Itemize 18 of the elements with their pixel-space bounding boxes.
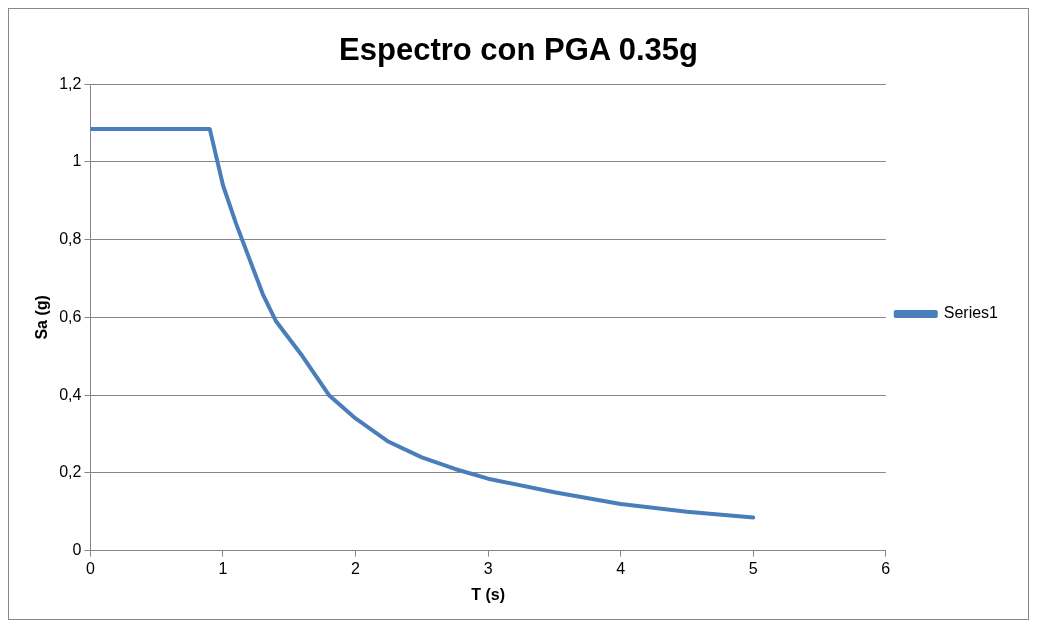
x-tick-label: 4 bbox=[616, 559, 626, 577]
y-tick-label: 0 bbox=[72, 541, 82, 559]
chart-title: Espectro con PGA 0.35g bbox=[339, 32, 698, 68]
y-tick-label: 0,8 bbox=[59, 230, 82, 248]
x-tick-label: 1 bbox=[218, 559, 228, 577]
y-tick-label: 0,4 bbox=[59, 385, 82, 403]
x-tick-label: 5 bbox=[748, 559, 758, 577]
y-tick-label: 0,6 bbox=[59, 307, 82, 325]
x-tick-label: 0 bbox=[85, 559, 95, 577]
x-tick-label: 2 bbox=[351, 559, 361, 577]
y-tick-label: 1,2 bbox=[59, 74, 82, 92]
y-tick-label: 0,2 bbox=[59, 463, 82, 481]
y-tick-label: 1 bbox=[72, 152, 82, 170]
x-axis-title: T (s) bbox=[471, 585, 505, 603]
legend-label: Series1 bbox=[943, 304, 999, 322]
x-tick-label: 3 bbox=[483, 559, 493, 577]
y-axis-title: Sa (g) bbox=[33, 295, 51, 340]
x-tick-label: 6 bbox=[881, 559, 891, 577]
